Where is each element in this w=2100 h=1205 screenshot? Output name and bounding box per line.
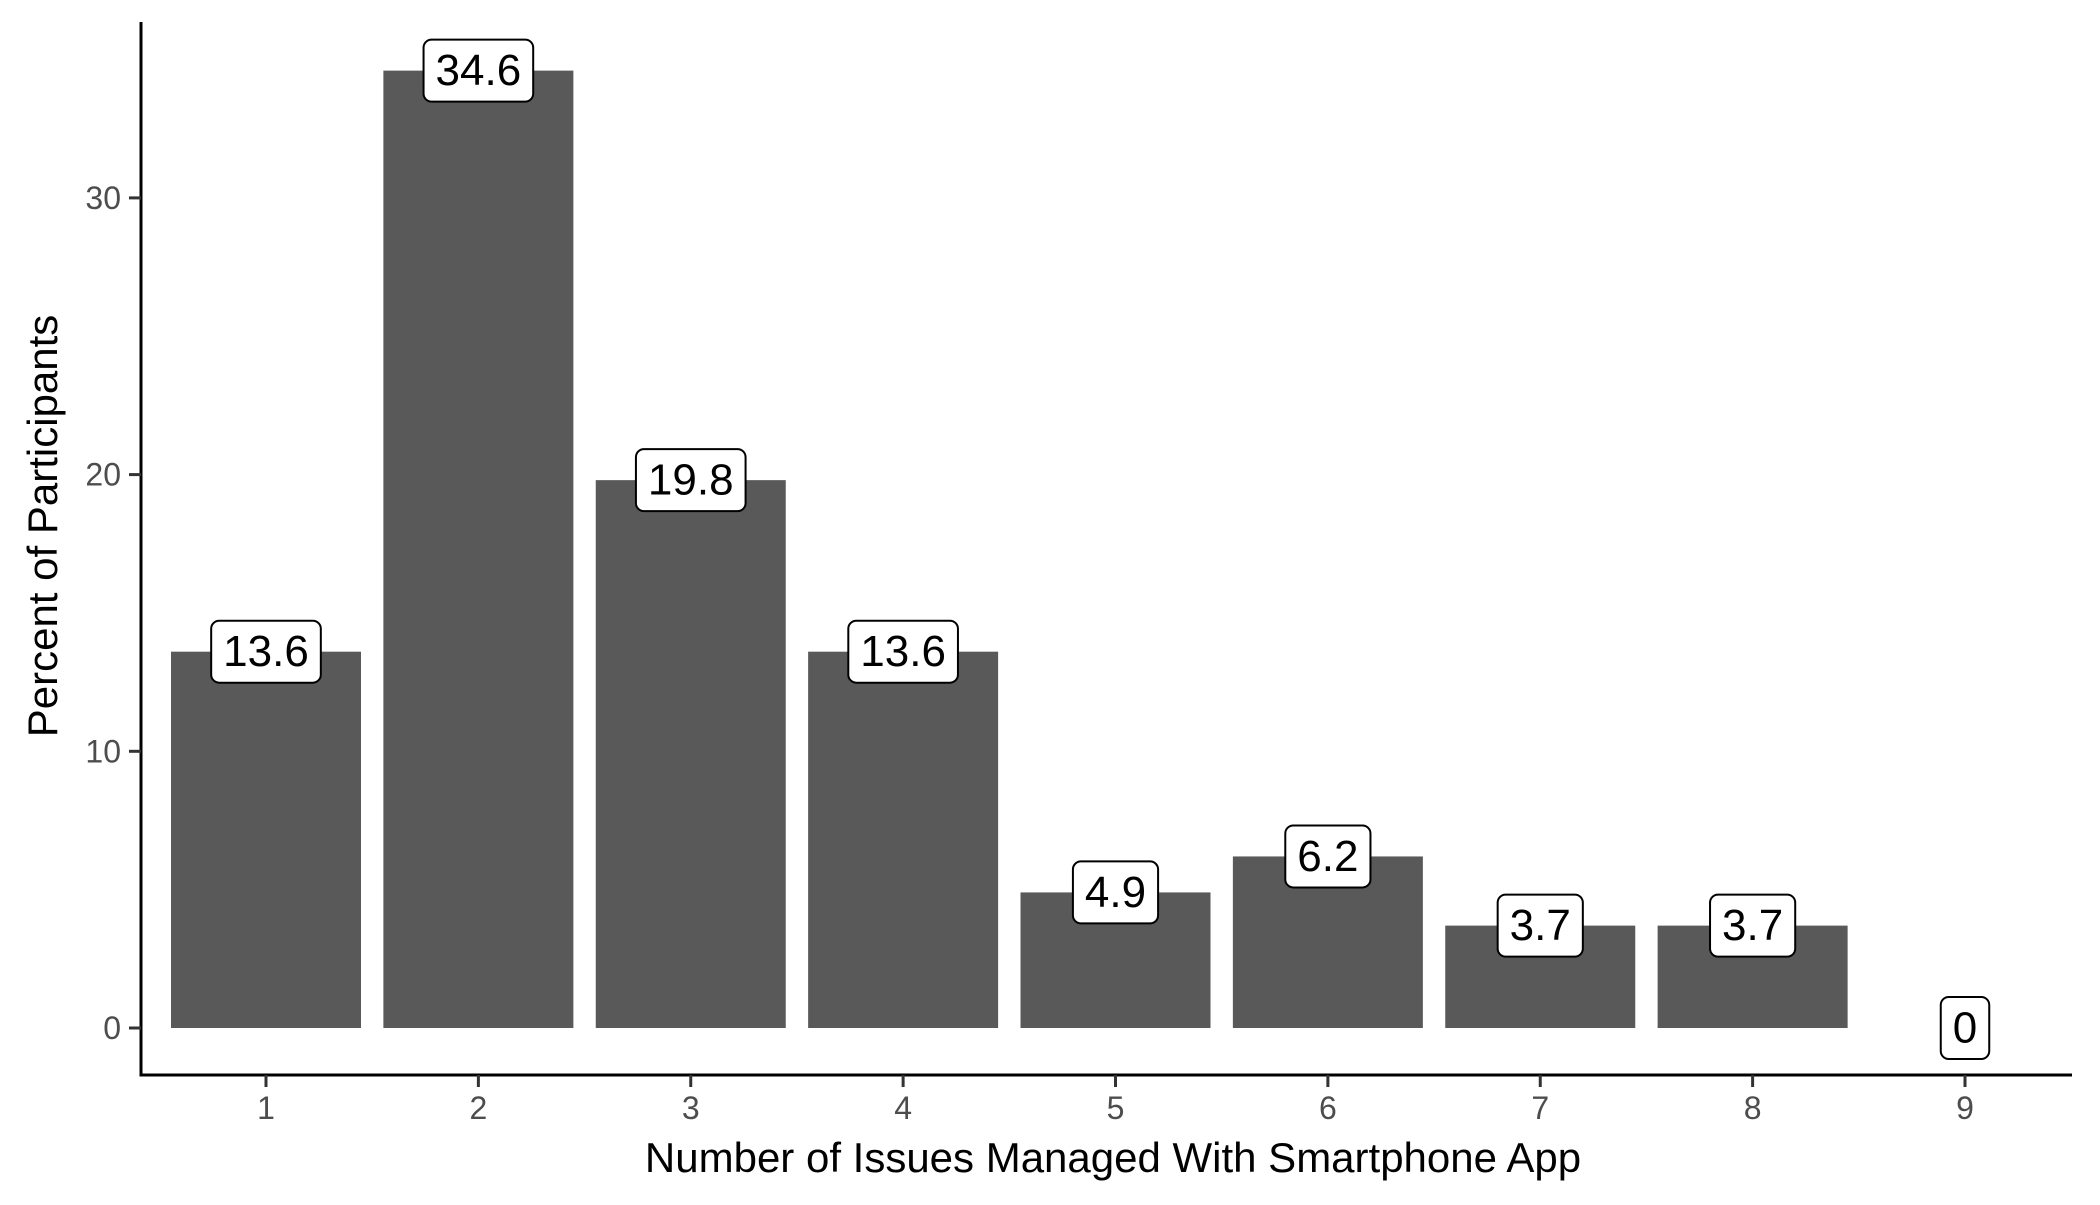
y-tick-label: 10 (85, 733, 121, 769)
data-label-box (1496, 893, 1584, 958)
x-axis-title: Number of Issues Managed With Smartphone… (645, 1134, 1581, 1181)
data-label-text: 19.8 (648, 456, 734, 505)
data-label: 0 (1939, 996, 1991, 1060)
x-tick-label: 1 (257, 1090, 275, 1126)
data-labels-group: 13.6 34.6 19.8 13.6 4.9 6.2 3.7 3.7 0 (210, 38, 1991, 1060)
bar (595, 480, 786, 1028)
data-label-box (1071, 860, 1160, 925)
data-label: 3.7 (1496, 893, 1584, 958)
data-label: 13.6 (847, 619, 959, 684)
bars-group (171, 70, 1848, 1029)
data-label-text: 3.7 (1722, 901, 1783, 950)
data-label-box (1939, 996, 1991, 1060)
x-tick-label: 3 (682, 1090, 700, 1126)
y-tick-label: 30 (85, 180, 121, 216)
data-label-box (1709, 893, 1797, 958)
x-tick-label: 5 (1107, 1090, 1125, 1126)
data-label-box (634, 448, 747, 513)
data-label: 34.6 (422, 38, 535, 103)
data-label-text: 6.2 (1297, 832, 1358, 881)
y-tick-label: 20 (85, 457, 121, 493)
bar (383, 70, 574, 1029)
data-label-text: 34.6 (436, 46, 522, 95)
data-label-text: 13.6 (860, 627, 946, 676)
data-label-text: 4.9 (1085, 868, 1146, 917)
data-label: 13.6 (210, 619, 322, 684)
data-label-text: 13.6 (223, 627, 309, 676)
data-label-box (422, 38, 535, 103)
bar (171, 651, 361, 1028)
x-tick-label: 7 (1531, 1090, 1549, 1126)
x-tick-label: 4 (894, 1090, 912, 1126)
axes-group: 0 10 20 30 1 2 3 4 5 6 7 8 9 (85, 22, 2072, 1126)
data-label: 19.8 (634, 448, 747, 513)
x-tick-label: 8 (1744, 1090, 1762, 1126)
x-tick-label: 6 (1319, 1090, 1337, 1126)
data-label: 3.7 (1709, 893, 1797, 958)
data-label-box (847, 619, 959, 684)
data-label-text: 0 (1953, 1004, 1977, 1053)
data-label-box (1284, 824, 1372, 889)
data-label: 4.9 (1071, 860, 1160, 925)
y-axis-title: Percent of Participants (19, 315, 66, 738)
data-label-text: 3.7 (1510, 901, 1571, 950)
x-tick-label: 9 (1956, 1090, 1974, 1126)
data-label: 6.2 (1284, 824, 1372, 889)
y-tick-label: 0 (103, 1010, 121, 1046)
bar (808, 651, 999, 1028)
x-tick-label: 2 (469, 1090, 487, 1126)
data-label-box (210, 619, 322, 684)
